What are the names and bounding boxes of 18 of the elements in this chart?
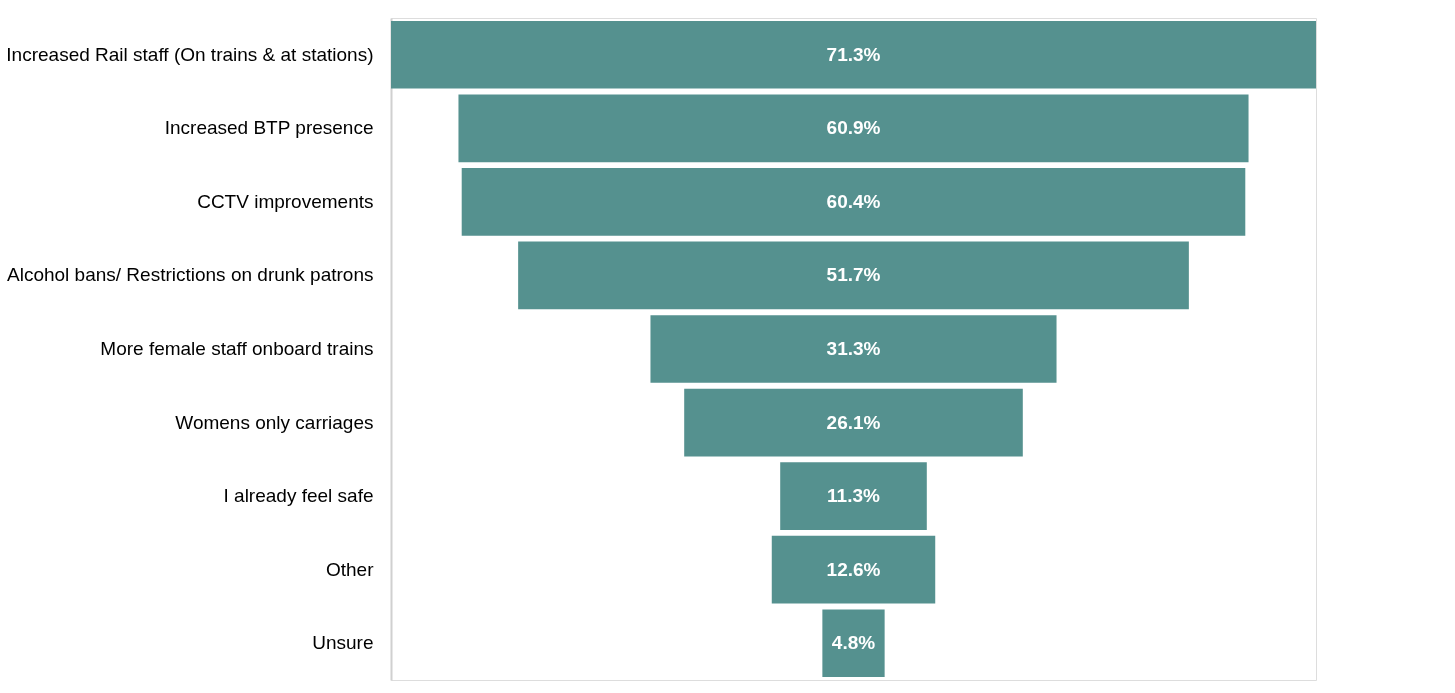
category-label: I already feel safe xyxy=(223,485,374,507)
data-label: 60.9% xyxy=(826,117,881,139)
category-label: Womens only carriages xyxy=(175,411,374,433)
category-label: More female staff onboard trains xyxy=(100,338,374,359)
data-label: 26.1% xyxy=(826,411,881,433)
data-label: 31.3% xyxy=(826,338,881,359)
data-label: 51.7% xyxy=(826,264,881,286)
data-label: 71.3% xyxy=(826,43,881,65)
category-label: Other xyxy=(325,558,375,580)
category-label: Increased Rail staff (On trains & at stations) xyxy=(6,43,374,65)
category-label: Alcohol bans/ Restrictions on drunk patrons xyxy=(7,264,374,286)
data-label: 60.4% xyxy=(826,190,881,212)
category-label: Increased BTP presence xyxy=(164,117,374,139)
category-label: CCTV improvements xyxy=(197,190,374,212)
category-label: Unsure xyxy=(312,632,374,654)
data-label: 11.3% xyxy=(827,485,881,507)
data-label: 12.6% xyxy=(826,558,881,580)
data-label: 4.8% xyxy=(831,632,876,654)
